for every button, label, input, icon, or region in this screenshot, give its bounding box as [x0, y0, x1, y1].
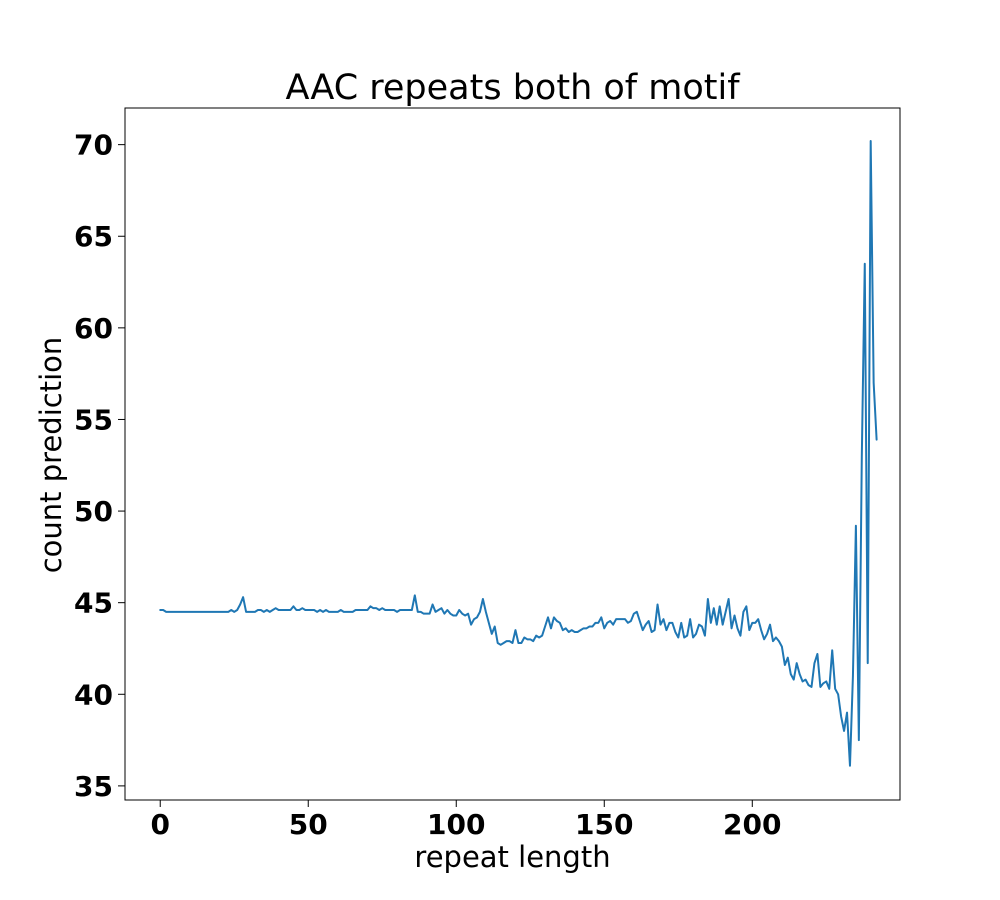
chart-title: AAC repeats both of motif	[285, 68, 740, 108]
x-tick-label: 0	[150, 808, 169, 841]
y-tick-label: 35	[74, 770, 113, 803]
plot-frame	[124, 107, 901, 801]
y-tick-label: 40	[74, 678, 113, 711]
x-tick-label: 50	[289, 808, 328, 841]
plot-area	[159, 139, 878, 767]
x-tick-label: 200	[723, 808, 781, 841]
y-axis-label: count prediction	[34, 337, 68, 574]
y-tick-label: 45	[74, 587, 113, 620]
y-axis: 35 40 45 50 55 60 65 70	[74, 129, 125, 803]
y-tick-label: 60	[74, 312, 113, 345]
x-tick-label: 150	[575, 808, 633, 841]
y-tick-label: 65	[74, 220, 113, 253]
y-tick-label: 50	[74, 495, 113, 528]
y-tick-label: 55	[74, 403, 113, 436]
series-line-1	[159, 139, 878, 767]
x-axis-label: repeat length	[414, 840, 610, 874]
x-axis: 0 50 100 150 200	[150, 800, 782, 841]
y-tick-label: 70	[74, 129, 113, 162]
x-tick-label: 100	[427, 808, 485, 841]
